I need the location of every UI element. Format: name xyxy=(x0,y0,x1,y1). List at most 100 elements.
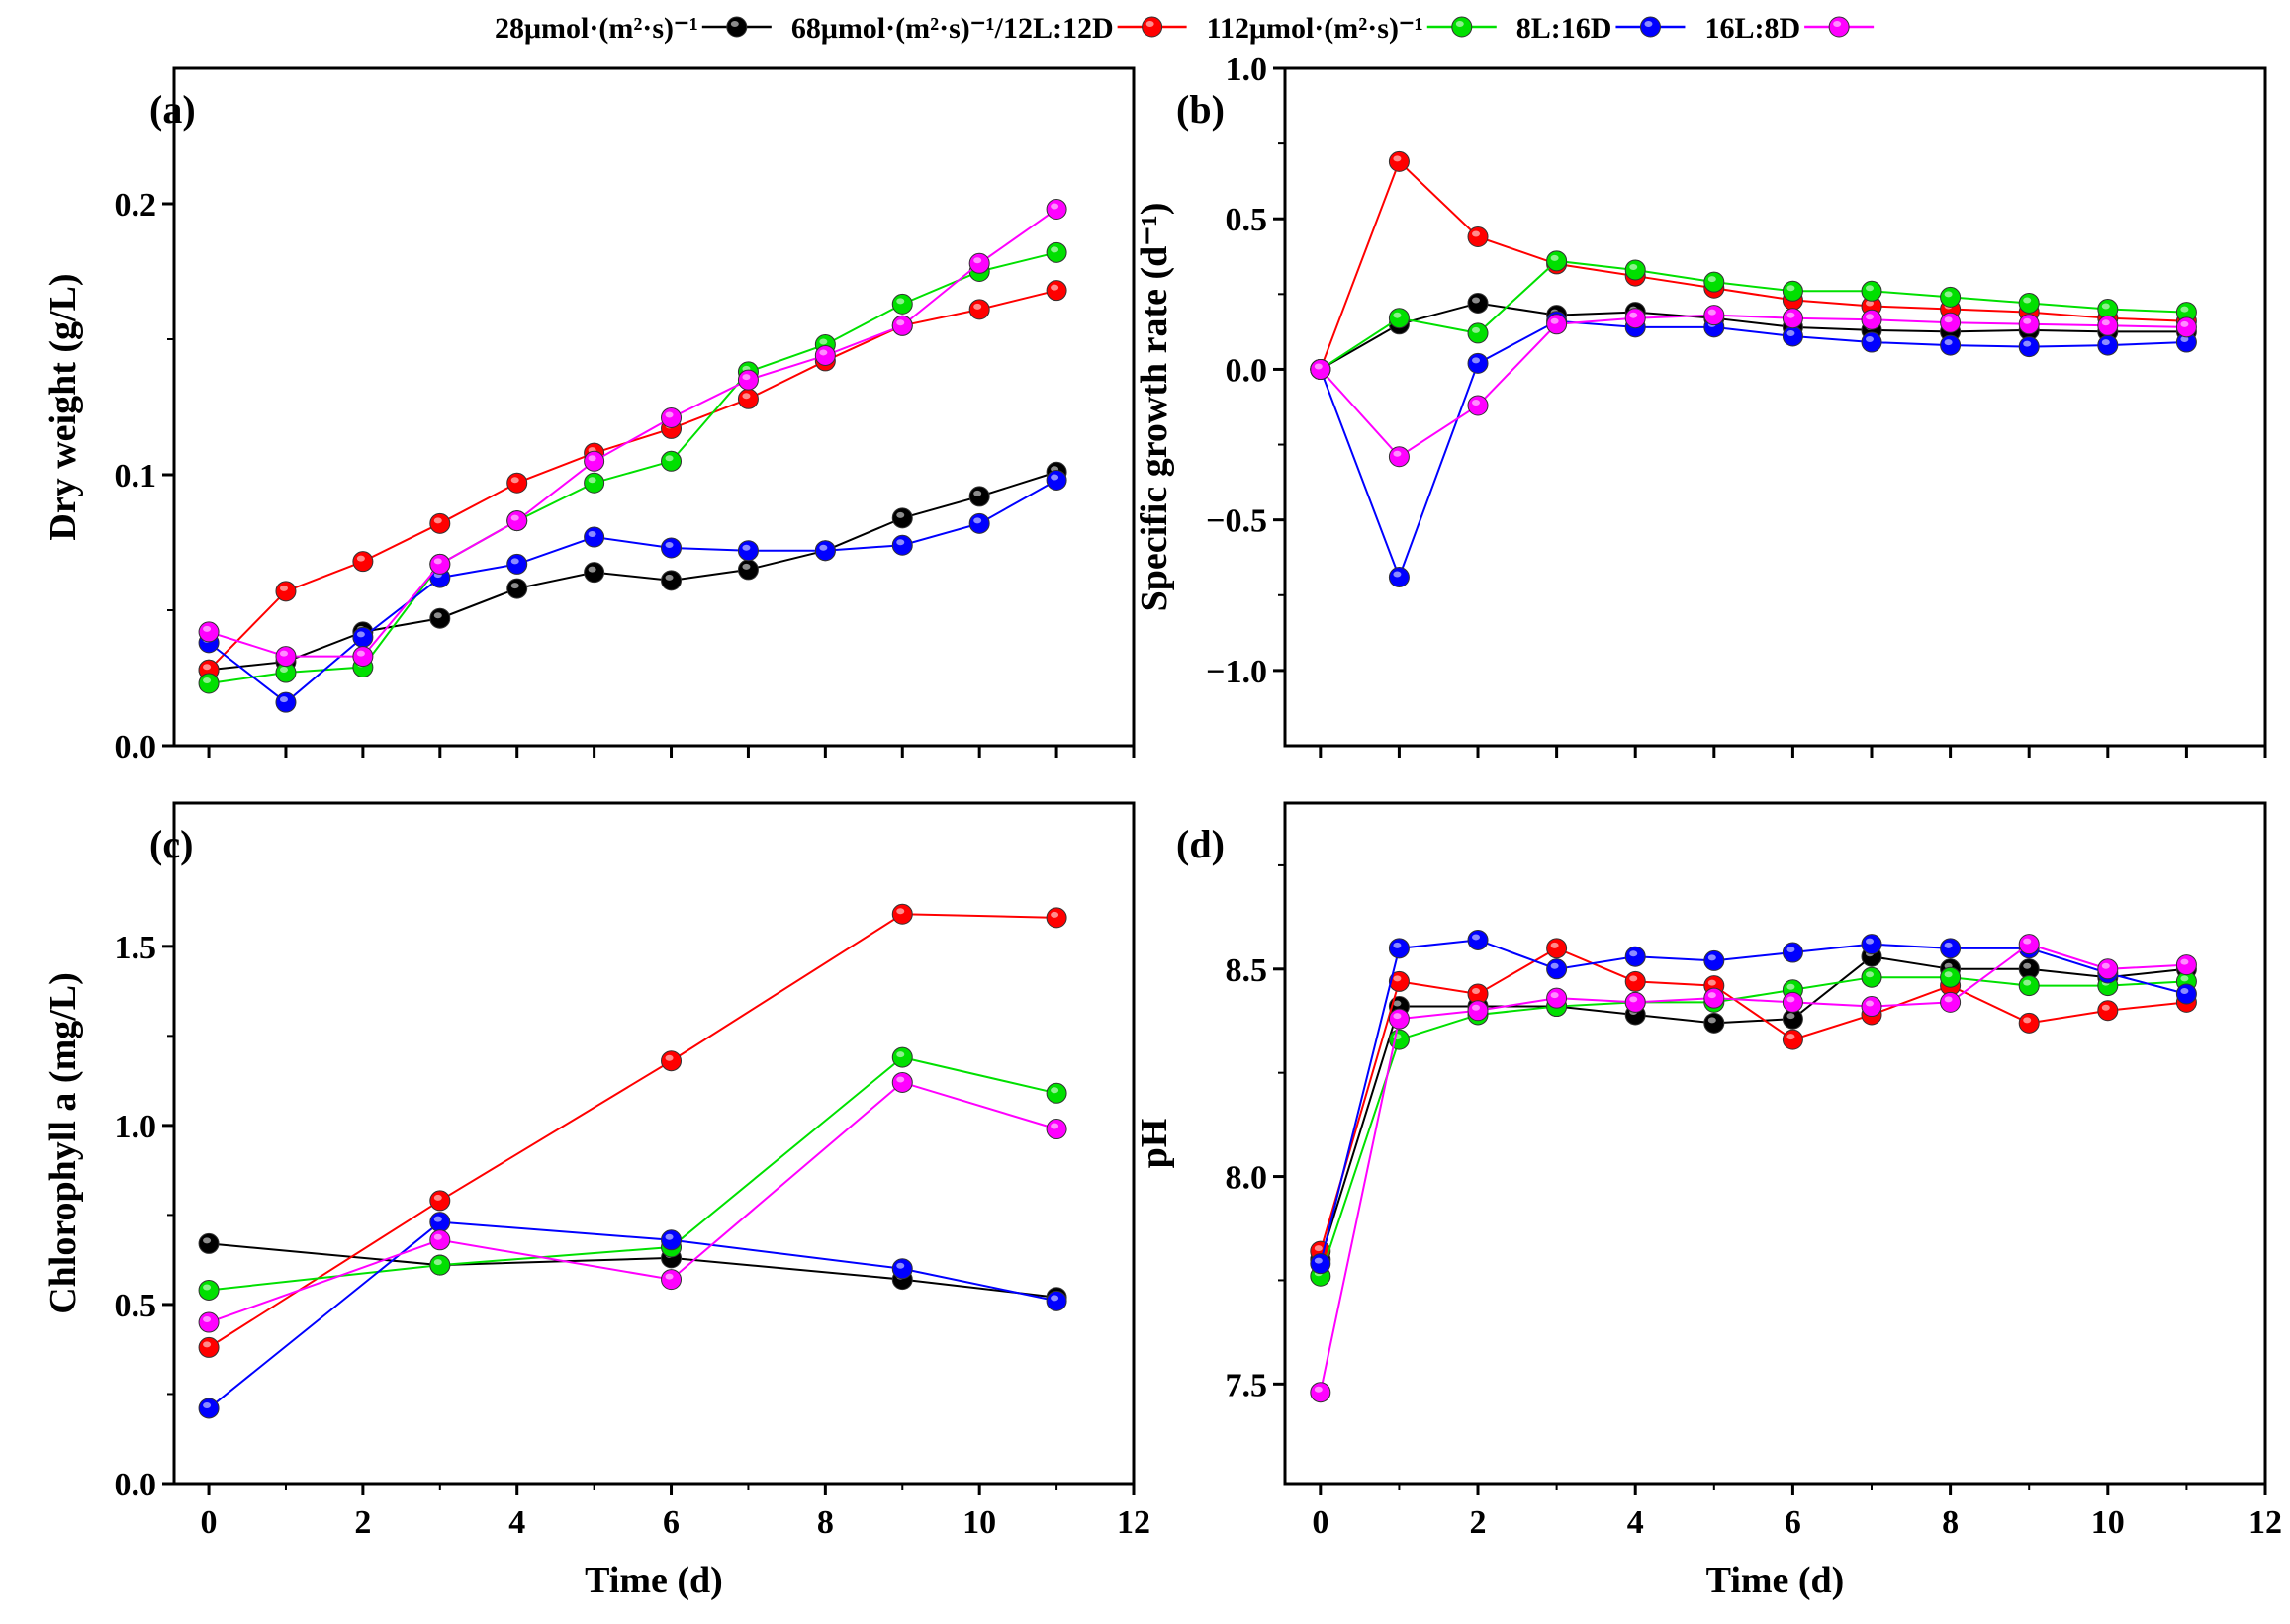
data-point-highlight xyxy=(2023,340,2032,347)
data-point-highlight xyxy=(203,1341,212,1348)
data-point-fill xyxy=(198,673,220,694)
data-point-highlight xyxy=(1393,155,1402,162)
series-4 xyxy=(198,198,1067,668)
data-point xyxy=(506,553,528,575)
data-point-highlight xyxy=(1866,1000,1875,1007)
legend-label-1: 68μmol·(m²·s)⁻¹/12L:12D xyxy=(791,12,1114,45)
data-point-highlight xyxy=(1786,329,1795,336)
data-point xyxy=(661,570,683,591)
y-tick-label: 0.2 xyxy=(115,187,157,224)
data-point-fill xyxy=(1861,996,1882,1018)
legend-marker-3-highlight xyxy=(1644,21,1653,27)
series-line xyxy=(1319,159,2187,370)
data-point-fill xyxy=(1388,446,1410,468)
plot-frame xyxy=(172,66,1136,748)
data-point xyxy=(891,315,913,336)
data-point-fill xyxy=(661,450,683,472)
data-point-highlight xyxy=(433,558,442,565)
data-point-highlight xyxy=(588,531,596,538)
data-point xyxy=(1467,352,1489,374)
series-1 xyxy=(1310,938,2197,1262)
data-point xyxy=(429,607,451,629)
data-point xyxy=(1046,241,1067,263)
data-point-fill xyxy=(1624,259,1646,281)
panel-label: (a) xyxy=(149,87,196,132)
data-point-fill xyxy=(1388,970,1410,992)
chart-panel-d: (d) 7.5 8.0 8.5 0 2 4 6 8 10 12 pH Time (d) xyxy=(1134,801,2282,1601)
data-point-fill xyxy=(814,344,836,366)
data-point-fill xyxy=(1782,308,1803,329)
data-point xyxy=(1861,331,1882,353)
data-point-highlight xyxy=(1944,971,1953,978)
series-line xyxy=(1319,976,2187,1277)
data-point-fill xyxy=(2018,934,2040,955)
data-point-fill xyxy=(1940,991,1962,1013)
data-point-highlight xyxy=(433,1259,442,1266)
data-point-fill xyxy=(1940,966,1962,988)
data-point xyxy=(1782,325,1803,347)
series-1 xyxy=(198,280,1067,680)
data-point xyxy=(661,537,683,559)
data-point-highlight xyxy=(1393,975,1402,982)
data-point-fill xyxy=(1310,1253,1331,1275)
legend-marker-0-highlight xyxy=(730,21,739,27)
data-point-fill xyxy=(891,507,913,529)
data-point xyxy=(584,526,605,548)
data-point-highlight xyxy=(1629,950,1638,957)
legend-marker-0 xyxy=(726,16,748,38)
data-point-fill xyxy=(1046,198,1067,220)
data-point-fill xyxy=(429,607,451,629)
x-tick-label: 6 xyxy=(663,1504,680,1541)
y-tick-label: 7.5 xyxy=(1226,1367,1268,1403)
data-point-highlight xyxy=(1707,954,1716,961)
legend: 28μmol·(m²·s)⁻¹ 68μmol·(m²·s)⁻¹/12L:12D 11… xyxy=(495,12,1875,45)
data-point-fill xyxy=(2175,954,2197,976)
data-point-highlight xyxy=(588,477,596,484)
data-point xyxy=(1940,966,1962,988)
data-point-highlight xyxy=(1786,983,1795,990)
data-point-highlight xyxy=(1472,297,1481,304)
data-point-fill xyxy=(584,472,605,494)
data-point xyxy=(2018,336,2040,358)
data-point xyxy=(1310,1382,1331,1403)
data-point xyxy=(429,1190,451,1212)
data-point-highlight xyxy=(1051,1087,1059,1094)
data-point-highlight xyxy=(433,1233,442,1240)
data-point-fill xyxy=(891,903,913,925)
legend-marker-3-fill xyxy=(1639,16,1661,38)
data-point xyxy=(891,1258,913,1280)
data-point-fill xyxy=(1940,312,1962,333)
data-point xyxy=(506,578,528,599)
series-line xyxy=(1319,319,2187,581)
x-tick-label: 8 xyxy=(817,1504,834,1541)
x-tick-label: 10 xyxy=(2091,1504,2125,1541)
data-point-fill xyxy=(1546,250,1568,272)
y-tick-label: 1.0 xyxy=(115,1109,157,1145)
data-point xyxy=(661,1269,683,1291)
data-point-highlight xyxy=(896,319,905,326)
data-point-fill xyxy=(1940,938,1962,959)
legend-marker-4-fill xyxy=(1828,16,1850,38)
data-point-fill xyxy=(429,1190,451,1212)
data-point xyxy=(1861,996,1882,1018)
data-point xyxy=(814,540,836,562)
data-point-highlight xyxy=(1051,284,1059,291)
data-point-highlight xyxy=(742,563,751,570)
series-4 xyxy=(1310,934,2197,1403)
series-1 xyxy=(1310,150,2197,380)
data-point xyxy=(2018,934,2040,955)
data-point-fill xyxy=(891,293,913,315)
data-point xyxy=(1782,991,1803,1013)
data-point-fill xyxy=(1546,314,1568,335)
data-point xyxy=(1624,259,1646,281)
data-point-highlight xyxy=(1393,450,1402,457)
y-tick-label: −0.5 xyxy=(1206,503,1267,540)
data-point-fill xyxy=(1310,1382,1331,1403)
series-3 xyxy=(198,1212,1067,1419)
series-line xyxy=(208,479,1057,704)
data-point-highlight xyxy=(1786,285,1795,292)
data-point-fill xyxy=(737,369,759,391)
legend-label-0: 28μmol·(m²·s)⁻¹ xyxy=(495,12,698,45)
legend-label-2: 112μmol·(m²·s)⁻¹ xyxy=(1207,12,1423,45)
data-point-highlight xyxy=(1314,1257,1323,1264)
